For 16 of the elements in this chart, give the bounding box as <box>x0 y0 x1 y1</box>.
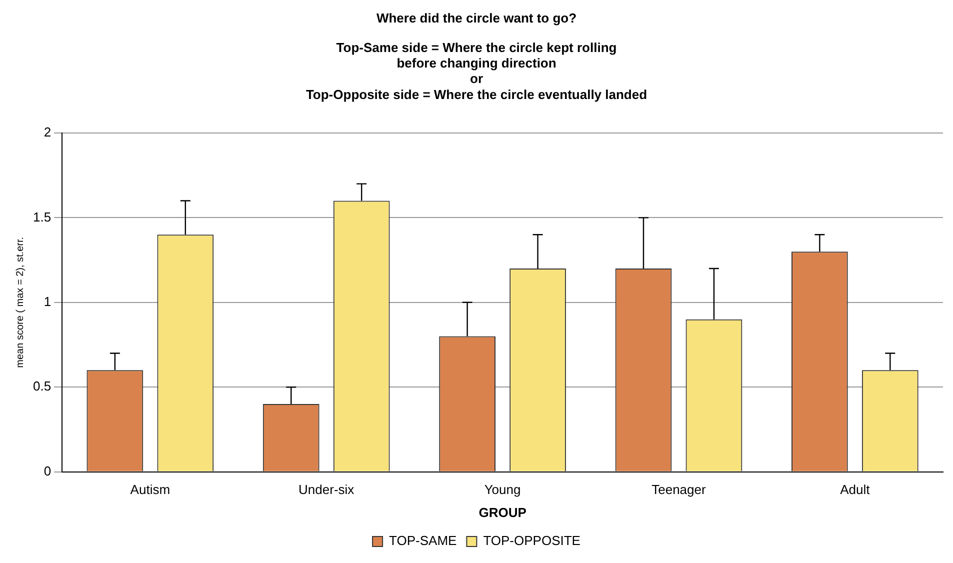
chart-subtitle: Top-Same side = Where the circle kept rolling before changing direction or Top-Opposite side = Where the circle eventually landed <box>306 40 648 102</box>
x-axis-title: GROUP <box>478 504 527 520</box>
x-tick-label: Under-six <box>298 482 355 498</box>
legend-label: TOP-SAME <box>389 533 458 548</box>
chart-title: Where did the circle want to go? <box>376 10 577 26</box>
y-tick-label: 2 <box>44 124 52 140</box>
y-tick-label: 0.5 <box>32 378 52 394</box>
x-tick-label: Teenager <box>652 482 706 498</box>
y-tick-label: 1.5 <box>32 209 52 224</box>
legend-label: TOP-OPPOSITE <box>483 533 581 548</box>
x-tick-label: Autism <box>130 482 170 498</box>
y-tick-label: 0 <box>44 463 52 478</box>
y-tick-label: 1 <box>44 294 52 309</box>
x-tick-label: Young <box>484 482 521 498</box>
x-tick-label: Adult <box>840 482 870 498</box>
y-axis-title: mean score ( max = 2), st.err. <box>14 236 26 368</box>
